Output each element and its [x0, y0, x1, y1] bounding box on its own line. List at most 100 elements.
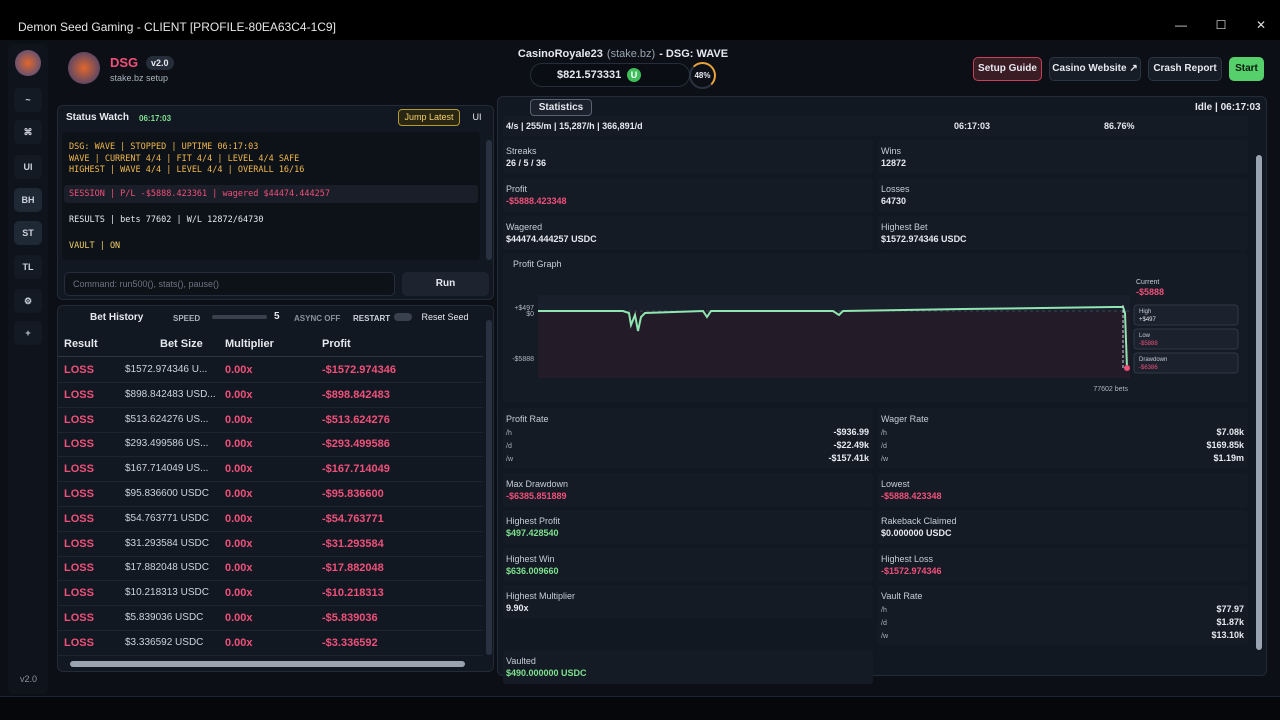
rate-value: -$157.41k — [828, 453, 869, 463]
stat-label: Losses — [881, 184, 910, 194]
sidebar-item[interactable]: BH — [14, 188, 42, 212]
box-label: High — [1139, 309, 1151, 315]
version-badge: v2.0 — [146, 56, 174, 70]
balance: $821.573331 — [557, 69, 622, 81]
stat-label: Highest Bet — [881, 222, 928, 232]
jump-button[interactable]: Jump Latest — [398, 109, 460, 126]
rate-period: /d — [881, 443, 887, 450]
stat-label: Wagered — [506, 222, 543, 232]
bet-cell: LOSS — [64, 512, 94, 525]
stat-label: Wins — [881, 146, 901, 156]
bet-cell: LOSS — [64, 413, 94, 426]
sidebar-item[interactable]: ⌘ — [14, 120, 42, 144]
version: v2.0 — [20, 674, 38, 684]
bet-cell: -$5.839036 — [322, 612, 378, 624]
bet-cell: 0.00x — [225, 488, 253, 500]
stat-cell — [878, 408, 1248, 468]
reset-button[interactable]: Reset Seed — [421, 312, 469, 322]
bet-cell: -$54.763771 — [322, 512, 384, 525]
speed-value: 5 — [274, 311, 280, 322]
stat-value: -$6385.851889 — [506, 491, 567, 501]
stat-value: 26 / 5 / 36 — [506, 158, 547, 168]
bet-cell: LOSS — [64, 438, 94, 451]
row-rule — [58, 506, 483, 507]
subtitle: stake.bz setup — [110, 73, 169, 83]
row-rule — [58, 406, 483, 408]
sidebar-item[interactable]: ⚙ — [14, 289, 42, 313]
stat-label: Wager Rate — [881, 414, 929, 424]
stat-cell — [878, 585, 1248, 645]
bet-cell: LOSS — [64, 612, 94, 624]
window-control[interactable]: — — [1175, 18, 1187, 32]
stat-cell — [503, 510, 873, 544]
status-time: 06:17:03 — [139, 114, 172, 123]
stat-cell — [503, 178, 873, 212]
bet-cell: -$31.293584 — [322, 537, 384, 550]
sidebar-item[interactable]: ~ — [14, 88, 42, 112]
row-rule — [58, 481, 483, 483]
stat-value: 9.90x — [506, 603, 529, 613]
y-tick-label: -$5888 — [512, 356, 534, 363]
bet-cell: 0.00x — [225, 612, 253, 624]
rate-value: $77.97 — [1216, 604, 1244, 614]
bet-cell: 0.00x — [225, 537, 253, 550]
stat-value: $44474.444257 USDC — [506, 234, 597, 244]
sidebar-item[interactable]: + — [14, 321, 42, 345]
current-value: -$5888 — [1136, 287, 1164, 297]
stat-cell — [503, 548, 873, 582]
sidebar-item[interactable]: UI — [14, 155, 42, 179]
scrollbar — [70, 661, 465, 667]
bet-cell: -$1572.974346 — [322, 364, 397, 376]
coin: U — [627, 68, 641, 82]
command-input[interactable]: Command: run500(), stats(), pause() — [64, 272, 395, 296]
negative-area — [538, 311, 1130, 378]
bet-cell: $54.763771 USDC — [125, 512, 209, 524]
row-rule — [58, 654, 483, 656]
window-control[interactable]: ☐ — [1215, 18, 1227, 32]
bet-cell: LOSS — [64, 488, 94, 500]
sidebar-item[interactable]: ST — [14, 221, 42, 245]
brand: DSG — [110, 55, 139, 70]
stat-cell — [503, 140, 873, 174]
y-tick-label: $0 — [526, 311, 534, 318]
bet-cell: -$3.336592 — [322, 636, 378, 649]
stat-box — [1133, 328, 1239, 350]
x-label: 77602 bets — [1093, 386, 1128, 393]
header-button[interactable]: Crash Report — [1148, 57, 1222, 81]
run-button[interactable]: Run — [402, 272, 489, 296]
header-button[interactable]: Start — [1229, 57, 1264, 81]
stats-tab[interactable]: Statistics — [530, 99, 592, 116]
bet-cell: -$513.624276 — [322, 413, 390, 426]
speed-slider — [212, 315, 267, 319]
top-stat: 06:17:03 — [954, 121, 991, 131]
bet-cell: 0.00x — [225, 587, 253, 600]
stat-label: Profit — [506, 184, 528, 194]
rate-period: /w — [881, 456, 888, 463]
stat-value: $497.428540 — [506, 528, 559, 538]
box-value: +$497 — [1139, 317, 1157, 323]
bet-cell: LOSS — [64, 388, 94, 401]
stat-value: $0.000000 USDC — [881, 528, 952, 538]
stat-value: -$1572.974346 — [881, 566, 942, 576]
bet-cell: -$167.714049 — [322, 463, 390, 476]
window-control[interactable]: ✕ — [1255, 18, 1267, 32]
column-header: Bet Size — [160, 338, 203, 350]
stat-cell — [878, 216, 1248, 250]
header-button[interactable]: Setup Guide — [973, 57, 1042, 81]
sidebar-item[interactable]: TL — [14, 255, 42, 279]
scrollbar — [486, 140, 492, 260]
bet-cell: $3.336592 USDC — [125, 636, 204, 648]
stat-value: $490.000000 USDC — [506, 668, 587, 678]
header-button[interactable]: Casino Website ↗ — [1049, 57, 1141, 81]
stat-value: -$5888.423348 — [881, 491, 942, 501]
bet-title[interactable]: Bet History — [90, 312, 144, 323]
row-rule — [58, 555, 483, 557]
ui-button[interactable]: UI — [472, 112, 482, 122]
account-line: CasinoRoyale23 (stake.bz) - DSG: WAVE — [440, 48, 806, 60]
sidebar — [8, 44, 48, 694]
current-label: Current — [1136, 279, 1159, 286]
restart-toggle — [394, 313, 412, 321]
bet-cell: LOSS — [64, 562, 94, 575]
bet-cell: 0.00x — [225, 388, 253, 401]
